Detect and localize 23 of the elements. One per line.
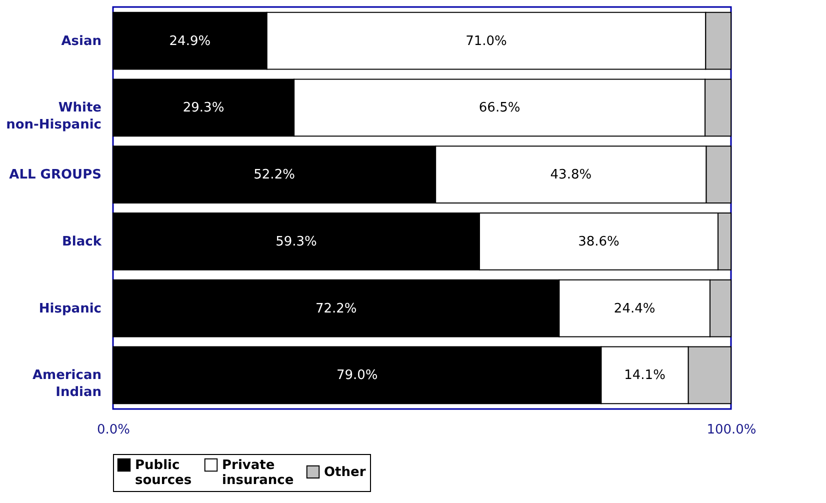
data-label: 24.9%	[169, 34, 211, 49]
x-tick-label: 0.0%	[96, 422, 130, 438]
data-label: 38.6%	[578, 234, 620, 250]
data-label: 14.1%	[624, 368, 666, 384]
y-tick-label: White non-Hispanic	[6, 100, 102, 133]
data-label: 43.8%	[550, 168, 592, 183]
legend-label: Public sources	[135, 458, 192, 488]
data-label: 71.0%	[466, 34, 507, 49]
y-tick-label: Asian	[61, 34, 102, 49]
x-tick-label: 100.0%	[706, 422, 756, 438]
data-label: 79.0%	[336, 368, 378, 384]
y-tick-label: Hispanic	[38, 301, 102, 316]
y-tick-label: American Indian	[32, 368, 102, 400]
data-label: 59.3%	[276, 234, 317, 250]
data-label: 66.5%	[478, 100, 520, 116]
data-label: 29.3%	[182, 100, 224, 116]
y-tick-label: ALL GROUPS	[9, 168, 102, 183]
legend-label: Private insurance	[222, 458, 294, 488]
data-label: 72.2%	[315, 301, 357, 316]
data-label: 52.2%	[254, 168, 295, 183]
y-tick-label: Black	[62, 234, 102, 250]
legend-label: Other	[324, 464, 366, 480]
data-label: 24.4%	[614, 301, 656, 316]
